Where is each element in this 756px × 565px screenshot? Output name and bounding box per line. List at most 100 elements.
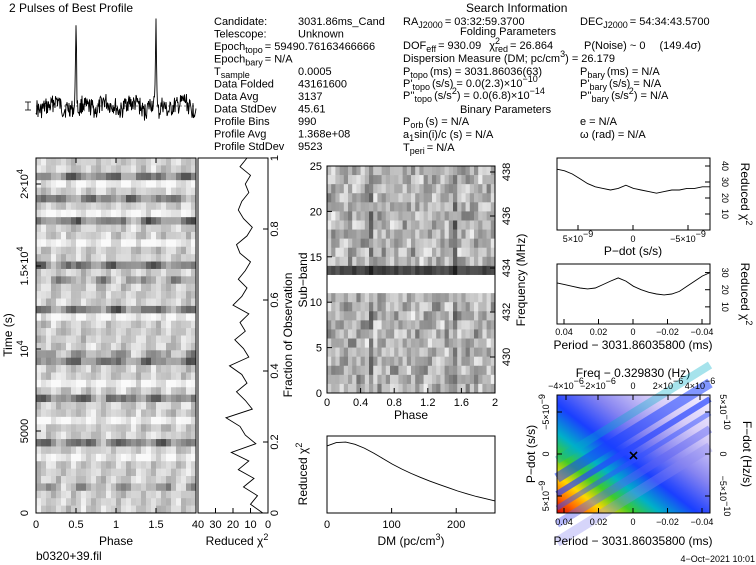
subband-cell bbox=[465, 347, 471, 357]
subband-cell bbox=[486, 320, 492, 330]
pdot-ytick-label: 30 bbox=[720, 177, 730, 187]
porb-line: Porb (s) = N/A bbox=[403, 116, 470, 130]
subband-cell bbox=[457, 356, 462, 367]
time-phase-cell bbox=[161, 490, 167, 499]
time-phase-cell bbox=[36, 209, 42, 218]
time-phase-cell bbox=[121, 298, 127, 307]
subband-cell bbox=[490, 365, 496, 376]
time-phase-cell bbox=[151, 431, 157, 440]
time-phase-cell bbox=[166, 239, 172, 248]
subband-cell bbox=[453, 320, 458, 330]
subband-cell bbox=[398, 374, 403, 385]
time-phase-cell bbox=[176, 298, 182, 307]
time-phase-cell bbox=[131, 276, 137, 285]
time-phase-cell bbox=[81, 431, 87, 440]
subband-cell bbox=[469, 184, 475, 194]
subband-cell bbox=[432, 302, 437, 312]
frequency-ytick-label: 430 bbox=[501, 348, 513, 366]
time-phase-cell bbox=[91, 165, 97, 174]
subband-cell bbox=[406, 229, 412, 239]
subband-cell bbox=[398, 383, 403, 394]
subband-cell bbox=[385, 211, 391, 221]
subband-cell bbox=[390, 265, 395, 276]
time-phase-cell bbox=[111, 424, 117, 432]
time-phase-cell bbox=[111, 283, 117, 292]
time-phase-cell bbox=[156, 276, 162, 285]
ppdot-xtick-label: 0.02 bbox=[590, 517, 608, 527]
fraction-ylabel: Fraction of Observation bbox=[281, 273, 295, 398]
time-phase-cell bbox=[156, 490, 162, 499]
time-phase-cell bbox=[101, 291, 107, 299]
time-phase-cell bbox=[76, 335, 82, 344]
subband-cell bbox=[474, 383, 479, 394]
subband-cell bbox=[406, 293, 412, 303]
subband-cell bbox=[444, 302, 450, 312]
subband-cell bbox=[398, 265, 403, 276]
time-phase-cell bbox=[181, 313, 187, 322]
subband-cell bbox=[394, 311, 399, 321]
pdot-xlabel: P−dot (s/s) bbox=[604, 244, 662, 258]
time-phase-cell bbox=[81, 365, 87, 373]
time-phase-cell bbox=[61, 209, 67, 218]
time-phase-cell bbox=[131, 202, 137, 211]
time-phase-cell bbox=[161, 209, 167, 218]
time-phase-cell bbox=[136, 461, 142, 469]
subband-cell bbox=[402, 302, 408, 312]
time-phase-cell bbox=[146, 328, 152, 336]
time-phase-cell bbox=[171, 224, 177, 233]
time-phase-cell bbox=[61, 476, 67, 484]
time-phase-cell bbox=[51, 165, 57, 174]
time-phase-cell bbox=[131, 172, 137, 181]
profile-errorbar bbox=[25, 101, 31, 111]
time-phase-cell bbox=[131, 446, 137, 455]
time-phase-cell bbox=[146, 239, 152, 248]
subband-cell bbox=[415, 202, 420, 212]
subband-cell bbox=[377, 356, 382, 367]
subband-cell bbox=[339, 311, 345, 321]
subband-cell bbox=[352, 238, 357, 249]
time-phase-cell bbox=[41, 372, 47, 381]
subband-cell bbox=[440, 383, 445, 394]
ppdot-xtick-label: 0 bbox=[630, 517, 635, 527]
subband-cell bbox=[369, 365, 374, 376]
time-phase-cell bbox=[51, 468, 57, 477]
subband-cell bbox=[356, 265, 361, 276]
subband-cell bbox=[448, 229, 454, 239]
subband-cell bbox=[335, 347, 340, 357]
search-info-title: Search Information bbox=[466, 1, 567, 15]
time-phase-cell bbox=[136, 416, 142, 425]
pdot-bary-line: P'bary (s/s) = N/A bbox=[580, 78, 662, 92]
subband-cell bbox=[369, 320, 374, 330]
subband-cell bbox=[364, 383, 370, 394]
time-phase-cell bbox=[106, 357, 112, 366]
time-phase-cell bbox=[36, 187, 42, 196]
subband-cell bbox=[461, 211, 466, 221]
time-phase-cell bbox=[71, 439, 77, 447]
ppdot-contour-band bbox=[555, 396, 712, 497]
time-phase-cell bbox=[91, 483, 97, 492]
time-phase-cell bbox=[126, 165, 132, 174]
time-phase-cell bbox=[96, 476, 102, 484]
time-phase-cell bbox=[186, 402, 192, 410]
period-xtick-label: −0.02 bbox=[656, 327, 679, 337]
time-phase-cell bbox=[106, 431, 112, 440]
time-phase-cell bbox=[36, 365, 42, 373]
time-phase-cell bbox=[171, 409, 177, 418]
subband-cell bbox=[390, 320, 395, 330]
time-phase-cell bbox=[116, 180, 122, 188]
subband-cell bbox=[335, 202, 340, 212]
time-phase-cell bbox=[121, 490, 127, 499]
time-phase-cell bbox=[176, 498, 182, 506]
time-phase-cell bbox=[146, 298, 152, 307]
time-phase-cell bbox=[96, 402, 102, 410]
time-phase-cell bbox=[51, 394, 57, 403]
time-phase-cell bbox=[111, 505, 117, 514]
time-phase-cell bbox=[51, 446, 57, 455]
subband-cell bbox=[381, 166, 387, 176]
subband-cell bbox=[427, 184, 433, 194]
subband-cell bbox=[419, 202, 424, 212]
dm-xtick-label: 100 bbox=[382, 519, 400, 531]
time-phase-cell bbox=[36, 350, 42, 358]
subband-cell bbox=[390, 256, 395, 267]
time-phase-cell bbox=[141, 276, 147, 285]
